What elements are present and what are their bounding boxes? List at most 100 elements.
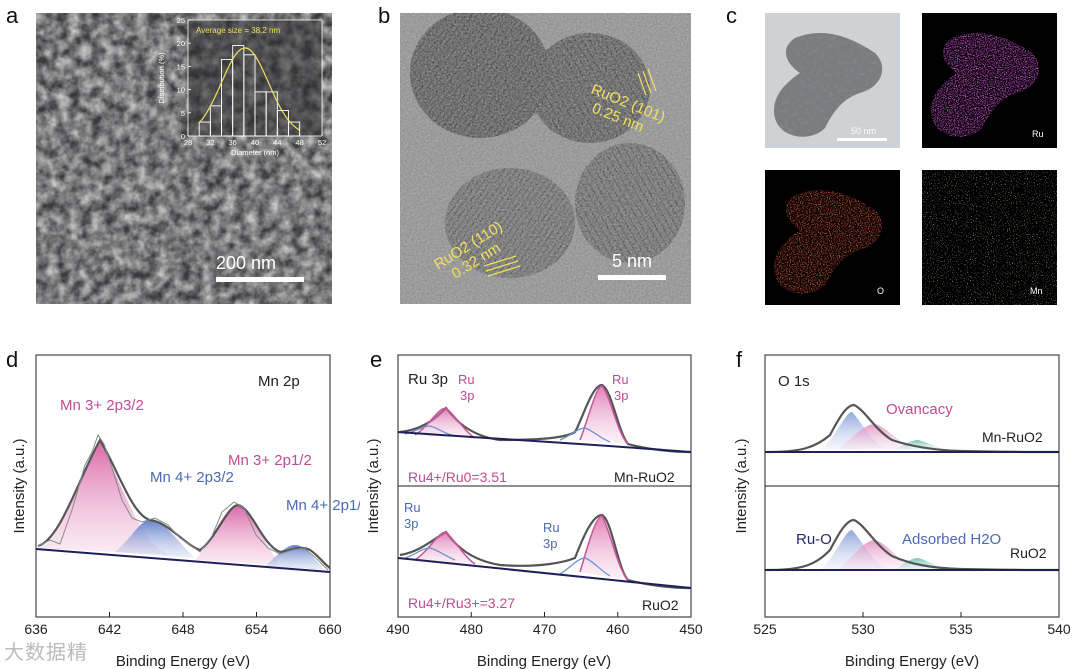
scale-bar-label-c: 50 nm bbox=[851, 126, 876, 136]
size-distribution-inset: 28 32 36 40 44 48 52 0 5 10 15 20 25 Average size = … bbox=[152, 16, 328, 158]
x-tick-label: 460 bbox=[606, 621, 630, 637]
peak-f-bottom-ovacancy bbox=[838, 540, 915, 570]
title-f: O 1s bbox=[778, 373, 810, 390]
peak-e-bottom-ru3-2p32 bbox=[559, 557, 611, 577]
x-tick-label: 530 bbox=[851, 621, 875, 637]
panel-label-f: f bbox=[736, 347, 743, 372]
label-mn4-2p12: Mn 4+ 2p1/2 bbox=[286, 497, 360, 514]
label-mn4-2p32: Mn 4+ 2p3/2 bbox=[150, 469, 234, 486]
peak-e-bottom-ru3-2p12 bbox=[404, 547, 456, 561]
label-e-bottom-ru3-2p12-sub: 3p bbox=[404, 516, 418, 531]
x-tick-label: 470 bbox=[533, 621, 557, 637]
panel-label-c: c bbox=[726, 3, 737, 28]
baseline-e-bottom bbox=[397, 557, 692, 589]
eds-map-o: O bbox=[765, 170, 900, 305]
x-tick-label: 636 bbox=[24, 621, 48, 637]
x-tick-label: 535 bbox=[949, 621, 973, 637]
label-adsorbed: Adsorbed H2O bbox=[902, 531, 1001, 548]
eds-map-ru: Ru bbox=[922, 13, 1057, 148]
peak-f-top-ovacancy bbox=[838, 424, 915, 450]
scale-bar-b bbox=[598, 275, 666, 280]
histogram-bar bbox=[288, 121, 301, 137]
peak-e-top-ru4-2p32 bbox=[579, 385, 629, 445]
raw-spectrum-d bbox=[37, 433, 329, 571]
inset-y-tick-label: 0 bbox=[181, 132, 185, 141]
inset-y-tick-label: 20 bbox=[177, 39, 185, 48]
panel-label-b: b bbox=[378, 3, 391, 28]
label-mn3-2p12: Mn 3+ 2p1/2 bbox=[228, 452, 312, 469]
inset-x-tick-label: 36 bbox=[228, 138, 236, 147]
scale-bar-c bbox=[837, 138, 887, 141]
x-tick-label: 642 bbox=[98, 621, 122, 637]
eds-label-mn: Mn bbox=[1030, 286, 1043, 296]
tem-image: 50 nm bbox=[765, 13, 900, 148]
sample-bottom-e: RuO2 bbox=[642, 597, 679, 613]
sample-bottom-f: RuO2 bbox=[1010, 545, 1047, 561]
panel-label-a: a bbox=[6, 3, 19, 28]
xlabel-f: Binding Energy (eV) bbox=[845, 653, 979, 669]
inset-y-tick-label: 15 bbox=[177, 62, 185, 71]
hrtem-image: RuO2 (101) 0.25 nm RuO2 (110) 0.32 nm 5 … bbox=[400, 13, 691, 304]
label-ruo: Ru-O bbox=[796, 531, 832, 548]
label-e-bottom-ru3-2p12: Ru bbox=[404, 500, 421, 515]
eds-label-o: O bbox=[877, 286, 884, 296]
label-e-top-ru4-2p32-sub: 3p bbox=[614, 388, 628, 403]
label-e-top-ru4-2p32: Ru bbox=[612, 372, 629, 387]
inset-ylabel: Distribution (%) bbox=[157, 52, 166, 104]
peak-f-top-h2o bbox=[895, 440, 945, 450]
x-tick-label: 648 bbox=[171, 621, 195, 637]
xps-ru3p-chart: 490 480 470 460 450 Ru 3p Ru 3p Ru 3p Ru4+/R… bbox=[365, 354, 703, 669]
ylabel-f: Intensity (a.u.) bbox=[733, 438, 750, 533]
x-tick-label: 540 bbox=[1047, 621, 1071, 637]
inset-x-tick-label: 28 bbox=[184, 138, 192, 147]
eds-map-mn: Mn bbox=[922, 170, 1057, 305]
inset-y-tick-label: 5 bbox=[181, 109, 185, 118]
sample-top-e: Mn-RuO2 bbox=[614, 469, 675, 485]
title-e: Ru 3p bbox=[408, 371, 448, 388]
peak-e-bottom-ru4-2p12 bbox=[414, 531, 476, 565]
inset-x-tick-label: 48 bbox=[295, 138, 303, 147]
label-e-bottom-ru3-2p32: Ru bbox=[543, 520, 560, 535]
ylabel-e: Intensity (a.u.) bbox=[365, 438, 382, 533]
label-ovacancy: Ovancacy bbox=[886, 401, 953, 418]
label-mn3-2p32: Mn 3+ 2p3/2 bbox=[60, 397, 144, 414]
xlabel-e: Binding Energy (eV) bbox=[477, 653, 611, 669]
xps-o1s-chart: 525 530 535 540 O 1s Ovancacy Mn-RuO2 Ru-O … bbox=[733, 354, 1071, 669]
panel-label-e: e bbox=[370, 347, 383, 372]
baseline-e-top bbox=[397, 431, 692, 453]
inset-annotation: Average size = 38.2 nm bbox=[196, 26, 280, 35]
peak-mn4-2p32 bbox=[115, 520, 195, 558]
peak-mn4-2p12 bbox=[265, 545, 325, 570]
inset-x-tick-label: 32 bbox=[206, 138, 214, 147]
peak-mn3-2p32 bbox=[40, 440, 170, 555]
x-tick-label: 525 bbox=[753, 621, 777, 637]
inset-y-tick-label: 10 bbox=[177, 86, 185, 95]
scale-bar-label-a: 200 nm bbox=[216, 253, 277, 273]
xlabel-d: Binding Energy (eV) bbox=[116, 653, 250, 669]
baseline-d bbox=[35, 548, 331, 573]
scale-bar-label-b: 5 nm bbox=[612, 251, 653, 271]
label-e-top-ru4-2p12-sub: 3p bbox=[460, 388, 474, 403]
panel-label-d: d bbox=[6, 347, 19, 372]
inset-x-tick-label: 40 bbox=[251, 138, 259, 147]
inset-xlabel: Diameter (nm) bbox=[231, 148, 279, 157]
label-e-bottom-ru3-2p32-sub: 3p bbox=[543, 536, 557, 551]
watermark: 大数据精 bbox=[4, 640, 88, 664]
sample-top-f: Mn-RuO2 bbox=[982, 429, 1043, 445]
xps-mn2p-chart: 636 642 648 654 660 Mn 2p Mn 3+ 2p3/2 Mn 4+ … bbox=[11, 354, 360, 669]
label-e-top-ru4-2p12: Ru bbox=[458, 372, 475, 387]
ratio-bottom: Ru4+/Ru3+=3.27 bbox=[408, 595, 515, 611]
inset-x-tick-label: 44 bbox=[273, 138, 281, 147]
x-tick-label: 490 bbox=[386, 621, 410, 637]
inset-y-tick-label: 25 bbox=[177, 16, 185, 25]
inset-x-tick-label: 52 bbox=[318, 138, 326, 147]
x-tick-label: 660 bbox=[318, 621, 342, 637]
peak-e-bottom-ru4-2p32 bbox=[579, 515, 629, 581]
x-tick-label: 450 bbox=[679, 621, 703, 637]
x-tick-label: 480 bbox=[460, 621, 484, 637]
sem-image: 28 32 36 40 44 48 52 0 5 10 15 20 25 Average size = … bbox=[36, 13, 332, 304]
peak-mn3-2p12 bbox=[195, 505, 280, 565]
ratio-top: Ru4+/Ru0=3.51 bbox=[408, 469, 507, 485]
eds-label-ru: Ru bbox=[1032, 129, 1044, 139]
scale-bar-a bbox=[216, 277, 304, 282]
